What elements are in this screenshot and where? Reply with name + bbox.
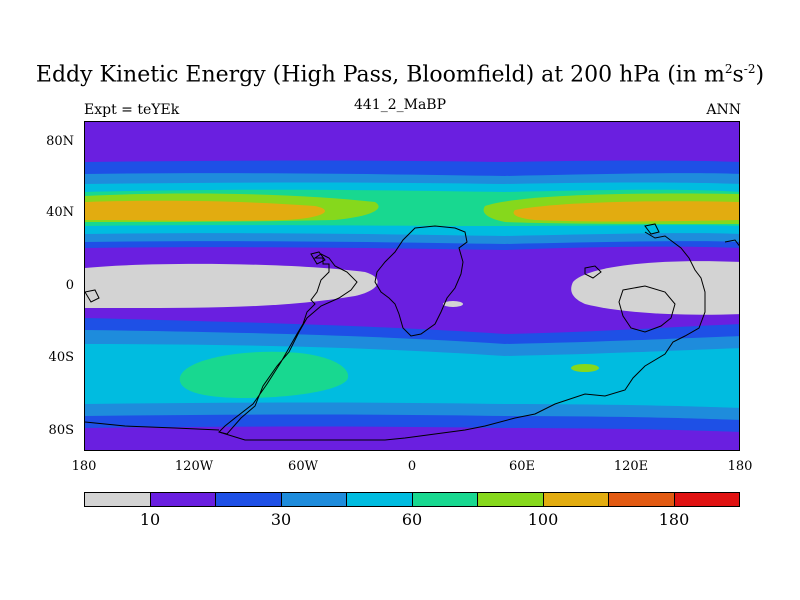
coastline-maritime (584, 265, 602, 279)
lon-tick-120e: 120E (613, 459, 649, 474)
colorbar (84, 492, 740, 507)
colorbar-box-2 (216, 493, 282, 506)
lon-tick-180w: 180 (71, 459, 97, 474)
band-green-south (179, 351, 349, 398)
colorbar-box-4 (347, 493, 413, 506)
colorbar-box-7 (543, 493, 609, 506)
coastline-australia (618, 285, 676, 333)
colorbar-box-6 (478, 493, 544, 506)
case-label: 441_2_MaBP (353, 97, 447, 113)
colorbar-label-10: 10 (139, 510, 161, 529)
coastline-africa (374, 225, 468, 337)
lat-tick-40n: 40N (46, 205, 74, 220)
coastline-greenland-edge (724, 239, 739, 247)
colorbar-box-5 (412, 493, 478, 506)
coastline-antarctica (85, 421, 220, 431)
lat-tick-80s: 80S (48, 423, 74, 438)
map-svg (85, 122, 739, 450)
colorbar-box-3 (281, 493, 347, 506)
region-gray-west (85, 263, 378, 308)
coastline-south-america (218, 253, 358, 435)
colorbar-label-60: 60 (401, 510, 423, 529)
lat-tick-40s: 40S (48, 350, 74, 365)
colorbar-label-100: 100 (527, 510, 559, 529)
lon-tick-60w: 60W (288, 459, 318, 474)
lon-tick-180e: 180 (727, 459, 753, 474)
region-gray-small (443, 301, 463, 307)
season-label: ANN (706, 102, 741, 118)
band-lime-south (571, 364, 599, 372)
lon-tick-60e: 60E (508, 459, 536, 474)
region-gray-east (571, 261, 739, 315)
lat-tick-80n: 80N (46, 134, 74, 149)
colorbar-box-1 (150, 493, 216, 506)
band-orange-north-east (513, 201, 739, 222)
coastline-west-islands (85, 289, 100, 303)
coastline-asia-australia (218, 231, 706, 441)
contour-map (84, 121, 740, 451)
lon-tick-120w: 120W (174, 459, 214, 474)
experiment-label: Expt = teYEk (84, 102, 180, 118)
colorbar-box-8 (609, 493, 675, 506)
lon-tick-0: 0 (407, 459, 417, 474)
colorbar-label-180: 180 (658, 510, 690, 529)
coastline-central-america (310, 251, 326, 265)
colorbar-box-0 (85, 493, 151, 506)
colorbar-box-9 (674, 493, 739, 506)
lat-tick-0: 0 (65, 278, 74, 293)
colorbar-label-30: 30 (270, 510, 292, 529)
coastline-japan (644, 223, 660, 235)
map-title: Eddy Kinetic Energy (High Pass, Bloomfie… (35, 62, 765, 88)
coastlines (85, 223, 739, 441)
band-orange-north-west (85, 200, 325, 221)
